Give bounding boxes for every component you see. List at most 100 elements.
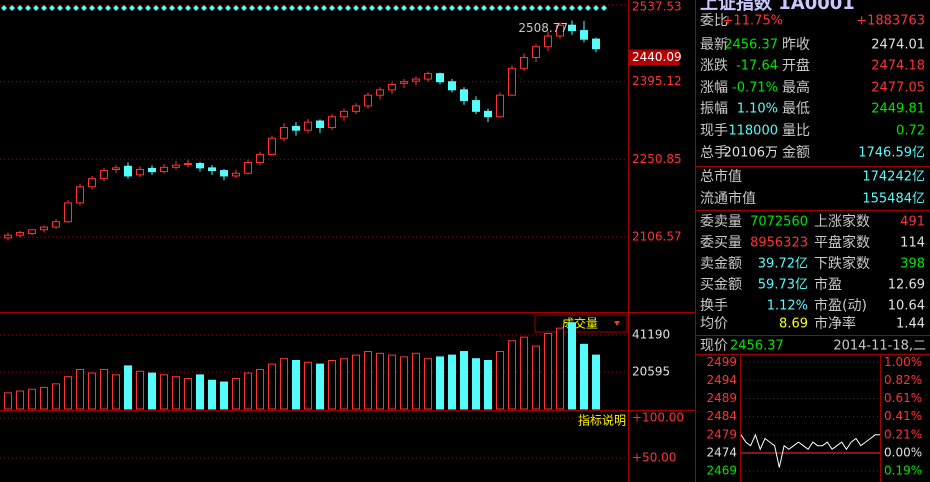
diamond <box>601 5 607 11</box>
quote-label: 市净率 <box>814 315 856 332</box>
quote-label: 均价 <box>700 316 728 332</box>
candle-body <box>376 89 384 96</box>
candle-body <box>496 94 504 118</box>
quote-value: 8956323 <box>750 236 808 251</box>
quote-label: 涨跌 <box>700 58 728 74</box>
diamond <box>257 5 263 11</box>
diamond <box>153 5 159 11</box>
candle-body <box>280 126 288 139</box>
candle-body <box>4 234 12 239</box>
volume-bar <box>364 351 372 410</box>
diamond <box>249 5 255 11</box>
diamond <box>305 5 311 11</box>
candle-body <box>484 110 492 118</box>
diamond <box>497 5 503 11</box>
volume-bar <box>220 381 228 410</box>
intraday-line <box>740 433 880 468</box>
diamond <box>369 5 375 11</box>
diamond <box>297 5 303 11</box>
quote-value: 2456.37 <box>724 38 778 53</box>
candle-body <box>316 120 324 128</box>
quote-value: 8.69 <box>779 317 808 332</box>
volume-bar <box>328 359 336 410</box>
intraday-pct-label: 0.19% <box>884 464 922 478</box>
volume-bar <box>112 374 120 410</box>
candle-body <box>256 153 264 163</box>
diamond <box>385 5 391 11</box>
diamond <box>345 5 351 11</box>
volume-bar <box>76 368 84 410</box>
candle-body <box>220 170 228 177</box>
quote-label: 买金额 <box>700 277 742 293</box>
candle-body <box>532 46 540 59</box>
peak-label: 2508.77 <box>518 21 568 35</box>
quote-label: 现手 <box>700 123 728 139</box>
diamond <box>481 5 487 11</box>
quote-label: 市盈 <box>814 276 842 293</box>
quote-label: 平盘家数 <box>814 234 870 251</box>
candle-body <box>544 35 552 48</box>
diamond <box>57 5 63 11</box>
diamond <box>593 5 599 11</box>
candle-body <box>520 57 528 69</box>
diamond <box>561 5 567 11</box>
quote-label: 量比 <box>782 123 810 139</box>
candle-body <box>172 164 180 168</box>
diamond <box>409 5 415 11</box>
diamond <box>25 5 31 11</box>
diamond <box>129 5 135 11</box>
diamond <box>217 5 223 11</box>
volume-bar <box>352 354 360 410</box>
diamond <box>537 5 543 11</box>
indicator-label: 指标说明 <box>578 413 626 428</box>
quote-label: 总市值 <box>700 168 742 185</box>
diamond <box>441 5 447 11</box>
candle-body <box>160 166 168 173</box>
quote-value: 20106万 <box>724 146 778 161</box>
diamond <box>585 5 591 11</box>
volume-bar <box>256 368 264 410</box>
intraday-tick-label: 2494 <box>706 373 737 387</box>
candle-body <box>388 83 396 91</box>
diamond <box>321 5 327 11</box>
quote-value: 174242亿 <box>862 170 925 185</box>
volume-bar <box>388 354 396 410</box>
quote-label: 卖金额 <box>700 256 742 272</box>
diamond <box>193 5 199 11</box>
quote-value: 491 <box>900 215 925 230</box>
price-tick-label: 2250.85 <box>632 152 682 166</box>
candle-body <box>364 94 372 107</box>
volume-bar <box>136 370 144 410</box>
diamond <box>9 5 15 11</box>
candle-body <box>64 202 72 223</box>
candle-body <box>508 67 516 96</box>
candle-body <box>340 110 348 118</box>
candle-body <box>196 163 204 169</box>
volume-bar <box>448 354 456 410</box>
diamond <box>489 5 495 11</box>
volume-bar <box>412 352 420 410</box>
volume-bar <box>508 340 516 410</box>
diamond <box>425 5 431 11</box>
quote-label: 振幅 <box>700 101 728 117</box>
quote-value: 1.12% <box>767 299 808 314</box>
candle-body <box>40 226 48 231</box>
quote-label: 市盈(动) <box>814 297 867 314</box>
diamond <box>65 5 71 11</box>
candle-body <box>400 81 408 84</box>
intraday-tick-label: 2474 <box>706 445 737 459</box>
quote-value: 398 <box>900 257 925 272</box>
intraday-pct-label: 0.82% <box>884 373 922 387</box>
candle-body <box>424 73 432 80</box>
candle-body <box>448 81 456 91</box>
quote-label: 委卖量 <box>700 214 742 230</box>
intraday-tick-label: 2469 <box>706 464 737 478</box>
diamond <box>1 5 7 11</box>
volume-bar <box>124 365 132 410</box>
volume-bar <box>244 372 252 410</box>
intraday-price-label: 现价 <box>700 338 728 354</box>
intraday-date: 2014-11-18,二 <box>833 339 926 354</box>
diamond <box>281 5 287 11</box>
volume-bar <box>568 322 576 410</box>
quote-value: 155484亿 <box>862 192 925 207</box>
